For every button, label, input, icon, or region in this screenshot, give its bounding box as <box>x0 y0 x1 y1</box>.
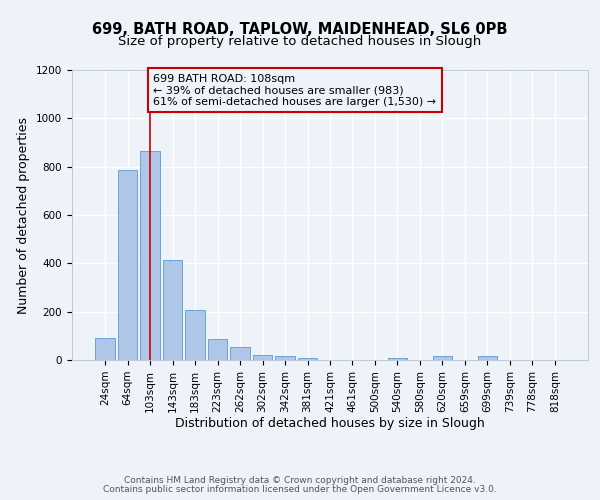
Bar <box>230 346 250 360</box>
Bar <box>253 355 272 360</box>
Text: 699 BATH ROAD: 108sqm
← 39% of detached houses are smaller (983)
61% of semi-det: 699 BATH ROAD: 108sqm ← 39% of detached … <box>154 74 437 107</box>
Bar <box>208 340 227 360</box>
Bar <box>433 356 452 360</box>
Bar <box>388 358 407 360</box>
Bar <box>163 260 182 360</box>
Bar <box>140 151 160 360</box>
Text: Contains HM Land Registry data © Crown copyright and database right 2024.: Contains HM Land Registry data © Crown c… <box>124 476 476 485</box>
Bar <box>478 356 497 360</box>
Bar <box>95 338 115 360</box>
Bar <box>185 310 205 360</box>
Y-axis label: Number of detached properties: Number of detached properties <box>17 116 31 314</box>
Text: Contains public sector information licensed under the Open Government Licence v3: Contains public sector information licen… <box>103 485 497 494</box>
Text: Size of property relative to detached houses in Slough: Size of property relative to detached ho… <box>118 35 482 48</box>
Bar <box>298 358 317 360</box>
Bar <box>118 170 137 360</box>
Bar <box>275 356 295 360</box>
X-axis label: Distribution of detached houses by size in Slough: Distribution of detached houses by size … <box>175 418 485 430</box>
Text: 699, BATH ROAD, TAPLOW, MAIDENHEAD, SL6 0PB: 699, BATH ROAD, TAPLOW, MAIDENHEAD, SL6 … <box>92 22 508 38</box>
